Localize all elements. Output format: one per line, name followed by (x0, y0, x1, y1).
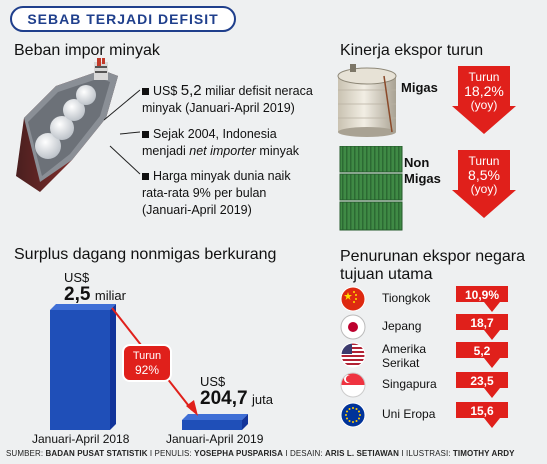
bullet-2-line1: Sejak 2004, Indonesia (153, 127, 277, 141)
bullet-2-line2-em: net importer (189, 144, 256, 158)
footer-ilustrasi-label: I ILUSTRASI: (399, 449, 453, 458)
nonmigas-label-line2: Migas (404, 171, 441, 186)
nonmigas-label-line1: Non (404, 155, 430, 170)
china-flag-icon (340, 286, 366, 312)
bullet-2-line2-pre: menjadi (142, 144, 190, 158)
oil-tanker-illustration (16, 58, 118, 192)
singapore-flag-icon (340, 372, 366, 398)
bullet-1-prefix: US$ (153, 84, 181, 98)
eu-flag-icon (340, 402, 366, 428)
value-jepang: 18,7 (470, 316, 494, 330)
country-tiongkok: Tiongkok (382, 291, 431, 305)
bar2-value-group: 204,7 juta (200, 388, 273, 410)
bar1-unit: miliar (94, 288, 126, 303)
turun-92-badge: Turun 92% (124, 346, 170, 380)
tujuan-header-line2: tujuan utama (340, 266, 433, 283)
bullet-square (142, 131, 149, 139)
bullet-square (142, 173, 149, 181)
bar-2018 (50, 304, 116, 430)
jepang-down-arrow (456, 314, 508, 340)
footer-sumber-label: SUMBER: (6, 449, 46, 458)
migas-label: Migas (401, 80, 438, 95)
country-amerika-line1: Amerika (382, 342, 427, 356)
bullet-square (142, 88, 149, 96)
nonmigas-yoy: (yoy) (470, 182, 498, 196)
bar1-value-group: 2,5 miliar (64, 284, 126, 306)
bar1-label: Januari-April 2018 (32, 432, 130, 446)
country-jepang: Jepang (382, 319, 422, 333)
country-uni-eropa: Uni Eropa (382, 407, 436, 421)
japan-flag-icon (340, 314, 366, 340)
amerika-down-arrow (456, 342, 508, 368)
turun-92-pct: 92% (134, 363, 160, 377)
migas-turun-label: Turun (468, 70, 500, 84)
bar2-unit: juta (252, 392, 273, 407)
migas-down-arrow (452, 66, 516, 134)
oil-tank-illustration (337, 64, 397, 137)
credits-footer: SUMBER: BADAN PUSAT STATISTIK I PENULIS:… (6, 449, 515, 458)
country-amerika-line2: Serikat (382, 356, 420, 370)
bar1-value: 2,5 (64, 284, 91, 305)
minyak-bullet-1: US$ 5,2 miliar defisit neraca minyak (Ja… (142, 82, 322, 117)
migas-yoy: (yoy) (470, 98, 498, 112)
footer-ilustrasi: TIMOTHY ARDY (452, 449, 515, 458)
bullet-3-line3: (Januari-April 2019) (142, 203, 252, 217)
footer-sumber: BADAN PUSAT STATISTIK (45, 449, 148, 458)
bullet-1-line2: minyak (Januari-April 2019) (142, 101, 295, 115)
value-uni-eropa: 15,6 (470, 404, 494, 418)
nonmigas-down-arrow (452, 150, 516, 218)
bullet-2-line2-post: minyak (255, 144, 300, 158)
footer-penulis: YOSEPHA PUSPARISA (194, 449, 283, 458)
migas-pct: 18,2% (464, 83, 504, 99)
bullet-1-value: 5,2 (180, 82, 202, 99)
singapura-down-arrow (456, 372, 508, 398)
turun-92-label: Turun (132, 350, 162, 362)
bar2-label: Januari-April 2019 (166, 432, 264, 446)
surplus-header: Surplus dagang nonmigas berkurang (14, 246, 277, 263)
tujuan-header-line1: Penurunan ekspor negara (340, 248, 526, 265)
bar2-currency: US$ (200, 374, 226, 389)
nonmigas-turun-label: Turun (468, 154, 500, 168)
tanker-leader-lines (103, 89, 141, 175)
bar-2019 (182, 414, 248, 430)
nonmigas-label: Non Migas (404, 155, 441, 187)
value-amerika-serikat: 5,2 (473, 344, 491, 358)
tujuan-header: Penurunan ekspor negara tujuan utama (340, 248, 525, 284)
nonmigas-pct: 8,5% (468, 167, 500, 183)
bar1-currency: US$ (64, 270, 90, 285)
bullet-1-rest: miliar defisit neraca (201, 84, 313, 98)
usa-flag-icon (340, 342, 366, 368)
value-tiongkok: 10,9% (464, 288, 500, 302)
nonmigas-turun-text: Turun 8,5% (yoy) (452, 154, 516, 196)
minyak-bullet-2: Sejak 2004, Indonesia menjadi net import… (142, 126, 322, 160)
value-singapura: 23,5 (470, 374, 494, 388)
migas-turun-text: Turun 18,2% (yoy) (452, 70, 516, 112)
bullet-3-line1: Harga minyak dunia naik (153, 169, 291, 183)
country-amerika-serikat: Amerika Serikat (382, 342, 426, 370)
ekspor-header: Kinerja ekspor turun (340, 42, 484, 59)
minyak-header: Beban impor minyak (14, 42, 160, 59)
footer-desain-label: I DESAIN: (283, 449, 325, 458)
bar2-value: 204,7 (200, 388, 248, 409)
tiongkok-down-arrow (456, 286, 508, 312)
bullet-3-line2: rata-rata 9% per bulan (142, 186, 267, 200)
container-illustration (339, 146, 403, 231)
footer-penulis-label: I PENULIS: (147, 449, 195, 458)
footer-desain: ARIS L. SETIAWAN (325, 449, 400, 458)
infographic-title: SEBAB TERJADI DEFISIT (10, 6, 236, 32)
country-singapura: Singapura (382, 377, 437, 391)
minyak-bullet-3: Harga minyak dunia naik rata-rata 9% per… (142, 168, 322, 219)
uni-eropa-down-arrow (456, 402, 508, 428)
